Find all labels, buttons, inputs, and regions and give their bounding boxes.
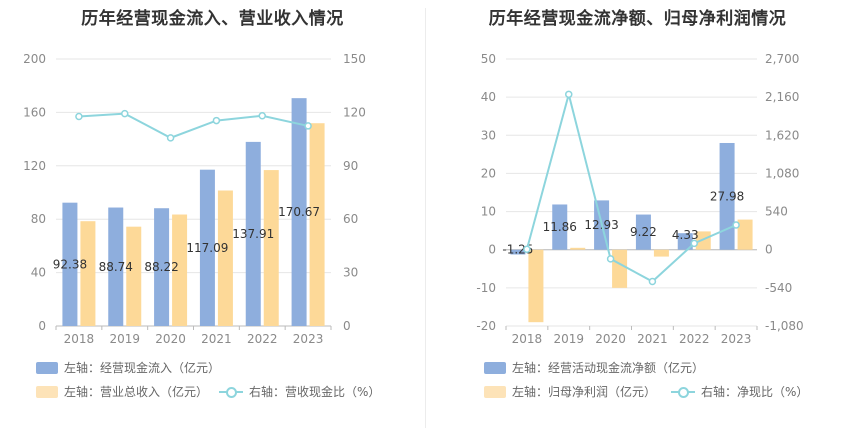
line-point: [213, 118, 219, 124]
x-tick-label: 2018: [64, 332, 95, 346]
x-tick-label: 2022: [247, 332, 278, 346]
y-left-tick-label: -10: [476, 281, 496, 295]
x-tick-label: 2019: [109, 332, 140, 346]
x-tick-label: 2023: [293, 332, 324, 346]
legend-line-swatch: [219, 386, 243, 398]
legend-line-swatch: [671, 386, 695, 398]
x-tick-label: 2020: [155, 332, 186, 346]
x-tick-label: 2018: [512, 332, 543, 346]
x-tick-label: 2019: [553, 332, 584, 346]
y-left-tick-label: 200: [23, 52, 46, 66]
line-point: [168, 135, 174, 141]
x-tick-label: 2021: [201, 332, 232, 346]
legend-item-net-cash[interactable]: 左轴：经营活动现金流净额（亿元）: [484, 359, 704, 376]
y-left-tick-label: 0: [488, 243, 496, 257]
y-left-tick-label: 20: [481, 166, 496, 180]
bar-secondary: [738, 220, 753, 250]
y-right-tick-label: 0: [343, 319, 351, 333]
chart-panel-cash-inflow-revenue: 历年经营现金流入、营业收入情况 040801201602000306090120…: [0, 0, 425, 437]
bar-data-label: 137.91: [232, 227, 274, 241]
y-right-tick-label: 150: [343, 52, 366, 66]
line-point: [608, 256, 614, 262]
legend-swatch-blue: [484, 362, 506, 374]
bar-secondary: [654, 250, 669, 257]
line-point: [566, 91, 572, 97]
y-right-tick-label: 2,160: [765, 90, 799, 104]
y-right-tick-label: -1,080: [765, 319, 804, 333]
y-right-tick-label: -540: [765, 281, 792, 295]
bar-data-label: 9.22: [630, 225, 657, 239]
line-series: [79, 114, 308, 138]
y-left-tick-label: 160: [23, 105, 46, 119]
line-point: [733, 222, 739, 228]
y-right-tick-label: 1,620: [765, 128, 799, 142]
x-tick-label: 2022: [679, 332, 710, 346]
line-point: [76, 113, 82, 119]
bar-data-label: 11.86: [543, 220, 577, 234]
x-tick-label: 2020: [595, 332, 626, 346]
bar-secondary: [612, 250, 627, 288]
y-left-tick-label: 10: [481, 205, 496, 219]
line-point: [305, 123, 311, 129]
bar-secondary: [126, 227, 141, 326]
y-right-tick-label: 540: [765, 205, 788, 219]
legend-label: 右轴：净现比（%）: [701, 383, 808, 400]
line-point: [524, 246, 530, 252]
line-point: [259, 113, 265, 119]
legend-swatch-yellow: [36, 386, 58, 398]
legend-item-revenue[interactable]: 左轴：营业总收入（亿元）: [36, 383, 208, 400]
bar-data-label: 88.74: [99, 260, 133, 274]
y-left-tick-label: 50: [481, 52, 496, 66]
legend-label: 左轴：营业总收入（亿元）: [64, 383, 208, 400]
legend-swatch-blue: [36, 362, 58, 374]
legend-label: 左轴：归母净利润（亿元）: [512, 383, 656, 400]
line-series: [527, 94, 736, 281]
legend-item-cash-inflow[interactable]: 左轴：经营现金流入（亿元）: [36, 359, 220, 376]
bar-data-label: 170.67: [278, 205, 320, 219]
y-left-tick-label: 40: [481, 90, 496, 104]
y-right-tick-label: 120: [343, 105, 366, 119]
bar-data-label: 27.98: [710, 189, 744, 203]
legend-label: 左轴：经营活动现金流净额（亿元）: [512, 359, 704, 376]
legend-label: 左轴：经营现金流入（亿元）: [64, 359, 220, 376]
legend-item-net-ratio[interactable]: 右轴：净现比（%）: [671, 383, 808, 400]
y-right-tick-label: 0: [765, 243, 773, 257]
bar-secondary: [310, 123, 325, 326]
legend-item-net-profit[interactable]: 左轴：归母净利润（亿元）: [484, 383, 656, 400]
y-right-tick-label: 90: [343, 159, 358, 173]
line-point: [122, 111, 128, 117]
bar-data-label: 92.38: [53, 257, 87, 271]
bar-secondary: [218, 190, 233, 326]
y-left-tick-label: 120: [23, 159, 46, 173]
y-left-tick-label: 30: [481, 128, 496, 142]
y-right-tick-label: 60: [343, 212, 358, 226]
y-left-tick-label: 40: [31, 266, 46, 280]
legend-swatch-yellow: [484, 386, 506, 398]
bar-data-label: 117.09: [186, 241, 228, 255]
bar-data-label: 88.22: [144, 260, 178, 274]
bar-secondary: [264, 170, 279, 326]
y-right-tick-label: 2,700: [765, 52, 799, 66]
bar-secondary: [528, 250, 543, 322]
chart-panel-net-cash-profit: 历年经营现金流净额、归母净利润情况 -20-1001020304050-1,08…: [425, 0, 850, 437]
y-left-tick-label: 0: [38, 319, 46, 333]
line-point: [649, 279, 655, 285]
y-right-tick-label: 30: [343, 266, 358, 280]
x-tick-label: 2021: [637, 332, 668, 346]
line-point: [691, 240, 697, 246]
bar-secondary: [570, 248, 585, 250]
y-right-tick-label: 1,080: [765, 166, 799, 180]
legend-label: 右轴：营收现金比（%）: [249, 383, 380, 400]
y-left-tick-label: 80: [31, 212, 46, 226]
bar-secondary: [80, 221, 95, 326]
y-left-tick-label: -20: [476, 319, 496, 333]
x-tick-label: 2023: [721, 332, 752, 346]
legend-item-ratio[interactable]: 右轴：营收现金比（%）: [219, 383, 380, 400]
